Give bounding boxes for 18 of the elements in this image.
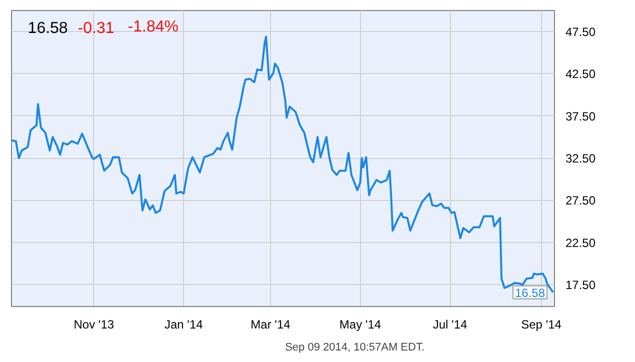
x-tick-label: May '14 [339,318,382,332]
text: Sep 09 2014, 10:57AM EDT. [285,342,425,354]
x-tick-label: Mar '14 [250,318,291,332]
x-tick-label: Jan '14 [164,318,204,332]
x-tick-label: Sep '14 [521,318,562,332]
y-tick-label: 47.50 [566,25,596,40]
y-tick-label: 37.50 [566,109,596,124]
y-tick-label: 22.50 [566,236,596,250]
annotation: -0.31 [78,20,114,37]
y-tick-label: 27.50 [566,194,596,208]
annotation: -1.84% [128,18,178,36]
y-tick-label: 42.50 [566,67,596,82]
y-tick-label: 17.50 [566,278,596,292]
y-tick-label: 32.50 [566,152,596,166]
text: 16.58 [28,20,68,37]
annotation: 16.58 [515,286,546,300]
x-tick-label: Jul '14 [432,318,468,332]
x-tick-label: Nov '13 [74,318,114,332]
